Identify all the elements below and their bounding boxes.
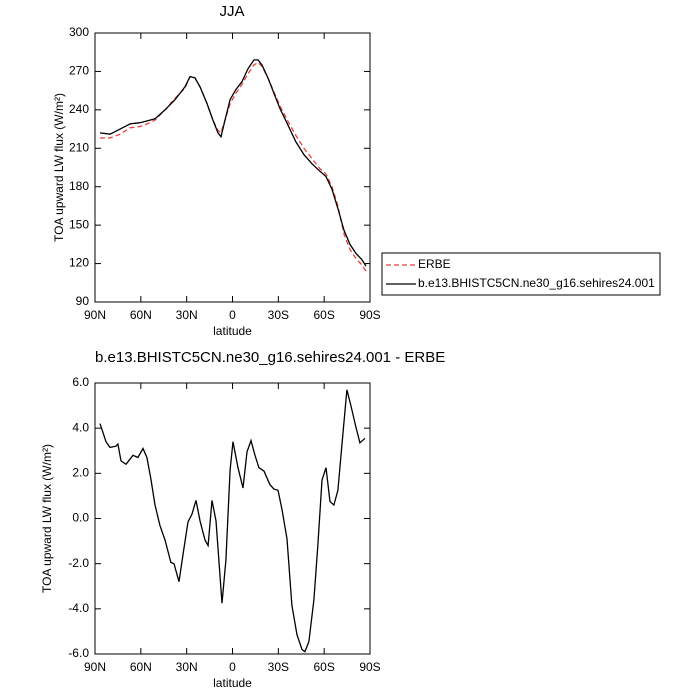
x-tick-label: 30S [268,660,289,674]
plot-frame [94,382,371,655]
y-tick-label: 210 [69,140,89,154]
y-tick-label: 90 [76,294,90,308]
x-axis-label: latitude [213,676,252,690]
x-tick-label: 90N [84,660,106,674]
x-tick-label: 60S [313,660,334,674]
chart-title: b.e13.BHISTC5CN.ne30_g16.sehires24.001 -… [95,349,445,366]
y-tick-label: 120 [69,256,89,270]
data-line [99,59,367,267]
y-tick-label: 240 [69,102,89,116]
y-tick-label: -6.0 [68,646,89,660]
x-tick-label: 90S [359,308,380,322]
legend-label: b.e13.BHISTC5CN.ne30_g16.sehires24.001 [418,276,655,290]
y-tick-label: 2.0 [72,466,89,480]
x-tick-label: 30N [176,660,198,674]
x-tick-label: 0 [229,308,236,322]
y-axis-label: TOA upward LW flux (W/m²) [52,93,66,242]
plot-frame [94,32,371,303]
legend-box [381,252,661,296]
x-axis-label: latitude [213,324,252,338]
x-tick-label: 90S [359,660,380,674]
y-tick-label: 300 [69,25,89,39]
y-tick-label: 180 [69,179,89,193]
chart-title: JJA [219,3,244,20]
x-tick-label: 0 [229,660,236,674]
y-tick-label: -2.0 [68,556,89,570]
x-tick-label: 90N [84,308,106,322]
x-tick-label: 30N [176,308,198,322]
data-line [99,389,366,653]
x-tick-label: 60N [130,660,152,674]
x-tick-label: 60S [313,308,334,322]
y-tick-label: 270 [69,64,89,78]
y-tick-label: 4.0 [72,420,89,434]
x-tick-label: 30S [268,308,289,322]
y-tick-label: 150 [69,217,89,231]
legend-label: ERBE [418,257,451,271]
y-tick-label: 0.0 [72,511,89,525]
y-axis-label: TOA upward LW flux (W/m²) [40,444,54,593]
x-tick-label: 60N [130,308,152,322]
y-tick-label: 6.0 [72,375,89,389]
y-tick-label: -4.0 [68,601,89,615]
